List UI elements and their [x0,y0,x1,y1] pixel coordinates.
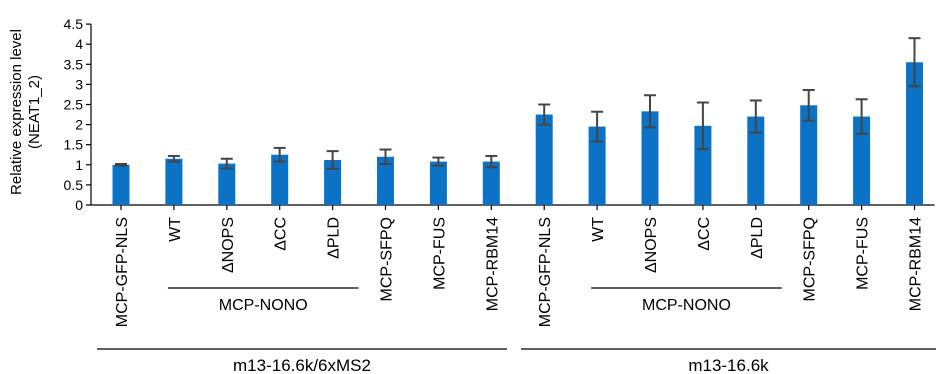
error-bar [802,89,815,122]
x-tick-label: ΔPLD [749,217,766,259]
y-tick-label: 3 [75,76,83,92]
x-tick-label: ΔPLD [326,217,343,259]
y-tick-label: 2.5 [64,97,84,113]
subgroup-brackets: MCP-NONO MCP-NONO [167,287,782,314]
x-tick-label: MCP-SFPQ [379,217,396,301]
x-tick-label: MCP-RBM14 [908,217,925,311]
error-bar [538,103,551,126]
y-tick-label: 4 [75,36,83,52]
error-bar [696,101,709,151]
error-bar [167,154,180,163]
bar [165,158,183,205]
error-bar [379,148,392,165]
bar [853,116,871,205]
bar [271,154,289,205]
error-bar [855,98,868,135]
bar [482,161,500,205]
y-tick-label: 1 [75,157,83,173]
y-axis-label: Relative expression level (NEAT1_2) [8,29,43,195]
bar [747,116,765,205]
group-brackets: m13-16.6k/6xMS2 m13-16.6k [97,348,936,374]
bar [429,161,447,205]
x-tick-label: ΔNOPS [220,217,237,273]
y-tick-label: 3.5 [64,56,84,72]
error-bar [432,156,445,167]
error-bar [591,110,604,143]
y-axis-label-line1: Relative expression level [8,29,25,195]
error-bar [485,154,498,169]
x-tick-label: MCP-GFP-NLS [114,217,131,327]
bar [588,126,606,205]
x-tick-label: ΔCC [273,217,290,251]
error-bar [220,157,233,170]
y-tick-label: 4.5 [64,16,84,32]
error-bar [908,37,921,88]
x-tick-label: MCP-SFPQ [802,217,819,301]
error-bar [273,146,286,163]
x-tick-label: ΔNOPS [643,217,660,273]
bar [800,105,818,205]
error-bars [115,37,921,170]
error-bar [115,162,127,167]
bar [112,164,130,205]
category-labels: MCP-GFP-NLS WT ΔNOPS ΔCC ΔPLD MCP-SFPQ MCP-FUS… [114,205,925,327]
y-tick-label: 2 [75,117,83,133]
error-bar [644,94,656,129]
error-bar [326,150,339,170]
bar [641,111,659,205]
bar [535,114,553,205]
bar [218,163,236,205]
y-axis-label-line2: (NEAT1_2) [26,75,43,149]
group-label: m13-16.6k/6xMS2 [233,356,371,374]
x-tick-label: MCP-FUS [431,217,448,290]
bar [694,125,712,205]
x-tick-label: MCP-GFP-NLS [537,217,554,327]
bars [112,62,923,205]
x-tick-label: MCP-FUS [855,217,872,290]
x-tick-label: WT [590,217,607,242]
y-tick-label: 0 [75,197,83,213]
error-bar [749,99,762,134]
group-label: m13-16.6k [688,356,769,374]
y-tick-label: 1.5 [64,137,84,153]
subgroup-label: MCP-NONO [219,297,308,314]
bar [324,159,342,205]
y-tick-label: 0.5 [64,177,84,193]
x-tick-label: MCP-RBM14 [484,217,501,311]
bar [906,62,923,205]
bar [377,156,394,205]
subgroup-label: MCP-NONO [642,297,731,314]
y-tick-labels: 0 0.5 1 1.5 2 2.5 3 3.5 4 4.5 [64,16,91,213]
x-tick-label: ΔCC [696,217,713,251]
x-tick-label: WT [167,217,184,242]
